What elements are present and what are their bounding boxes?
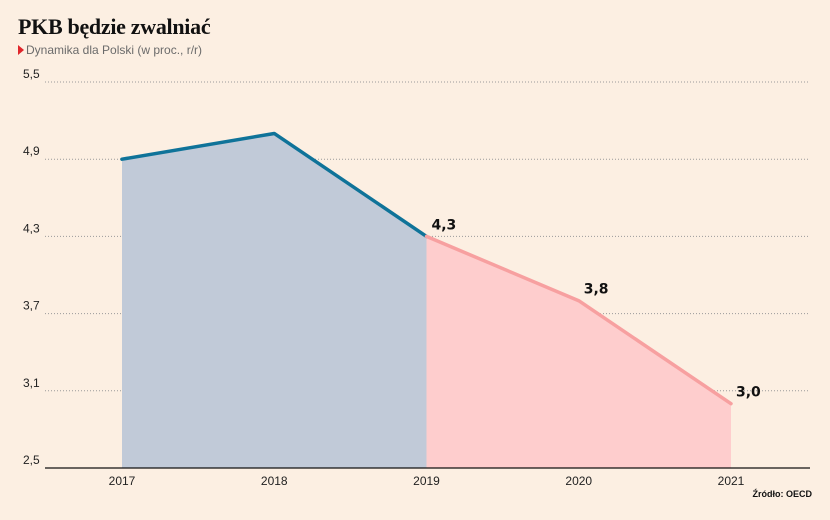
forecast-area: [426, 236, 731, 468]
data-label-2019: 4,3: [432, 217, 457, 233]
y-tick-label: 3,7: [23, 299, 40, 313]
data-label-2021: 3,0: [736, 385, 761, 401]
source-note: Źródło: OECD: [752, 489, 813, 499]
actual-area: [122, 133, 427, 468]
series-lines: [120, 131, 733, 406]
y-tick-label: 3,1: [23, 376, 40, 390]
y-tick-label: 2,5: [23, 453, 40, 467]
data-labels: 4,3 3,8 3,0: [432, 217, 762, 400]
chart-subtitle: Dynamika dla Polski (w proc., r/r): [18, 43, 202, 57]
y-tick-label: 4,3: [23, 221, 40, 235]
y-tick-label: 4,9: [23, 144, 40, 158]
x-tick-label-2020: 2020: [565, 474, 592, 488]
forecast-line: [424, 234, 733, 406]
area-fills: [122, 133, 731, 468]
data-label-2020: 3,8: [584, 282, 609, 298]
x-tick-label-2019: 2019: [413, 474, 440, 488]
x-tick-label-2018: 2018: [261, 474, 288, 488]
x-tick-labels: 2017 2018 2019 2020 2021: [109, 474, 745, 488]
triangle-marker-icon: [18, 45, 24, 55]
chart-title: PKB będzie zwalniać: [18, 14, 211, 39]
chart-subtitle-text: Dynamika dla Polski (w proc., r/r): [26, 43, 203, 57]
y-tick-labels: 2,5 3,1 3,7 4,3 4,9 5,5: [23, 67, 40, 467]
x-tick-label-2017: 2017: [109, 474, 136, 488]
actual-line: [120, 131, 429, 239]
x-tick-label-2021: 2021: [718, 474, 745, 488]
y-tick-label: 5,5: [23, 67, 40, 81]
